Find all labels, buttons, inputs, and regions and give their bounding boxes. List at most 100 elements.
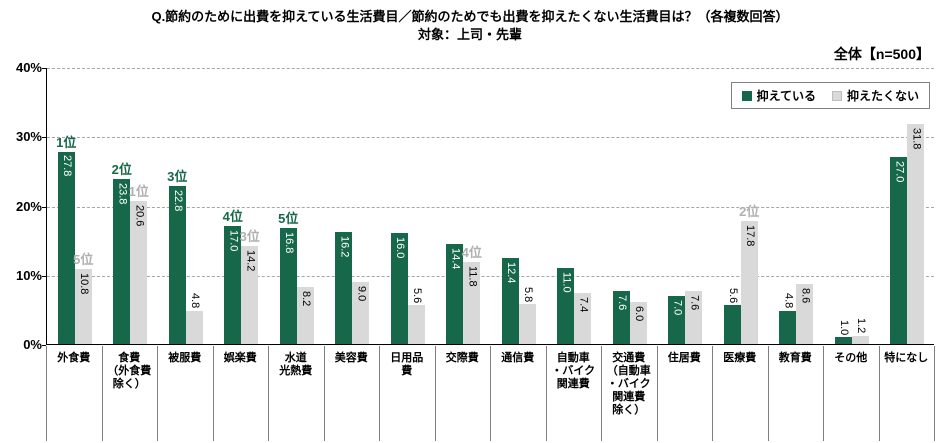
legend-item-not-suppress: 抑えたくない: [831, 87, 919, 104]
rank-label: 5位: [73, 252, 94, 268]
bar-value-label: 4.8: [782, 293, 795, 309]
category-label: その他: [834, 352, 868, 364]
bar-value-label: 1.0: [837, 319, 850, 336]
bar: [130, 201, 148, 344]
category-label: 自動車 ・バイク 関連費: [551, 352, 596, 390]
sample-size-label: 全体【n=500】: [833, 46, 930, 62]
bar: [279, 227, 297, 344]
bar-value-label: 8.6: [799, 288, 812, 304]
category-label: 娯楽費: [223, 352, 257, 364]
y-tick-mark: [42, 345, 46, 346]
category-separator: [490, 346, 491, 441]
bar: [740, 220, 758, 344]
bar-value-label: 22.8: [171, 190, 184, 212]
category-separator: [434, 346, 436, 441]
bar: [185, 310, 203, 344]
bar: [74, 269, 92, 344]
category-separator: [656, 346, 658, 441]
y-tick-label: 0%: [23, 337, 42, 352]
y-tick-mark: [42, 68, 46, 69]
y-tick-label: 40%: [15, 60, 42, 75]
legend: 抑えている 抑えたくない: [730, 82, 930, 109]
bar-value-label: 7.0: [671, 299, 684, 315]
bar-value-label: 7.6: [615, 295, 628, 311]
rank-label: 3位: [167, 169, 188, 185]
bar: [335, 231, 353, 344]
category-separator: [712, 346, 713, 441]
category-label: 美容費: [334, 352, 368, 364]
bar: [57, 151, 75, 344]
category-separator: [323, 346, 325, 441]
bar-value-label: 4.8: [188, 293, 201, 309]
bar-value-label: 17.0: [227, 230, 240, 252]
category-label: 交通費 （自動車 ・バイク 関連費 除く）: [606, 352, 651, 416]
bar-value-label: 23.8: [116, 183, 129, 205]
bar: [168, 186, 186, 344]
category-separator: [823, 346, 824, 441]
category-label: 医療費: [723, 352, 757, 364]
category-label: 通信費: [501, 352, 535, 364]
bar: [890, 157, 908, 344]
category-label: 交際費: [445, 352, 479, 364]
bar-value-label: 12.4: [504, 262, 517, 284]
bar: [463, 262, 481, 344]
legend-swatch-green: [741, 90, 752, 101]
bar: [518, 303, 536, 344]
bar-value-label: 11.0: [560, 271, 573, 293]
category-label: 特になし: [884, 352, 929, 364]
legend-swatch-gray: [831, 90, 842, 101]
bar-value-label: 20.6: [133, 205, 146, 227]
bar: [557, 267, 575, 344]
y-tick-mark: [42, 137, 46, 139]
bar: [796, 284, 814, 344]
y-tick-label: 30%: [15, 129, 42, 145]
bar: [834, 337, 852, 344]
category-label: 食費 （外食費 除く）: [107, 352, 152, 390]
bar: [685, 291, 703, 344]
category-separator: [601, 346, 602, 441]
bar-value-label: 16.8: [282, 231, 295, 254]
bar: [629, 302, 647, 344]
bar: [446, 244, 464, 344]
chart-title: Q.節約のために出費を抑えている生活費目／節約のためでも出費を抑えたくない生活費…: [151, 9, 789, 24]
category-separator: [934, 346, 935, 441]
rank-label: 3位: [239, 228, 260, 244]
bar-value-label: 31.8: [910, 127, 923, 150]
category-label: 住居費: [667, 352, 701, 364]
bar: [851, 335, 869, 344]
bar: [723, 305, 741, 344]
category-label: 教育費: [778, 352, 812, 364]
category-separator: [545, 346, 547, 441]
bar: [907, 123, 925, 344]
bar: [296, 287, 314, 344]
gridline-10: [47, 275, 934, 277]
bar-value-label: 14.4: [449, 248, 462, 270]
bar: [241, 245, 259, 344]
bar: [668, 295, 686, 344]
bar-value-label: 16.0: [393, 237, 406, 259]
category-label: 外食費: [57, 352, 91, 364]
category-label: 日用品費: [390, 352, 424, 377]
bar-value-label: 27.0: [893, 161, 906, 183]
bar-value-label: 11.8: [466, 266, 479, 287]
bar: [390, 233, 408, 344]
bar-value-label: 1.2: [854, 318, 867, 334]
bar: [574, 292, 592, 344]
bar: [352, 281, 370, 344]
legend-item-suppressing: 抑えている: [741, 87, 816, 104]
bar-value-label: 9.0: [355, 285, 368, 301]
bar: [113, 179, 131, 344]
rank-label: 5位: [278, 210, 299, 226]
category-separator: [212, 346, 214, 441]
bar: [779, 310, 797, 344]
bar: [612, 291, 630, 344]
chart-subtitle: 対象：上司・先輩: [417, 27, 522, 42]
bar-value-label: 5.8: [521, 286, 534, 302]
bar-value-label: 14.2: [244, 249, 257, 272]
category-separator: [101, 346, 103, 441]
y-tick-mark: [42, 275, 46, 277]
bar-value-label: 5.6: [410, 287, 423, 304]
rank-label: 2位: [739, 203, 760, 219]
bar: [224, 226, 242, 344]
